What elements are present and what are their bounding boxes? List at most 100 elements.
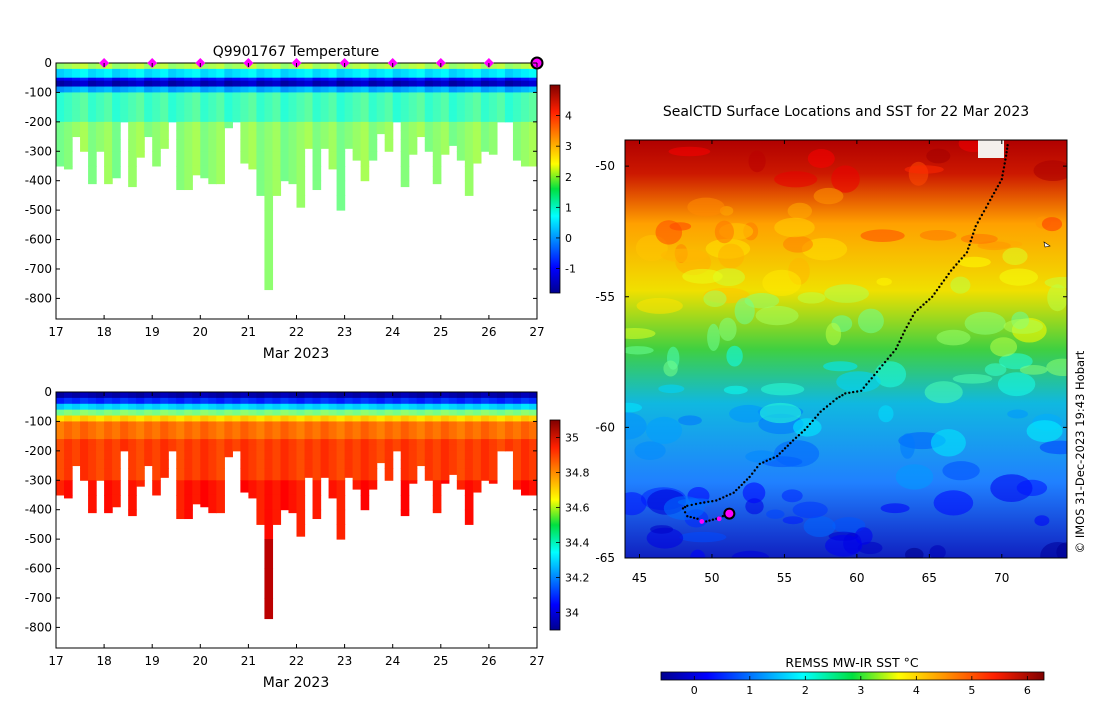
profile-column bbox=[64, 392, 73, 499]
profile-cell bbox=[160, 418, 169, 422]
profile-cell bbox=[224, 115, 233, 123]
profile-cell bbox=[128, 394, 137, 399]
profile-cell bbox=[152, 80, 161, 85]
profile-cell bbox=[368, 421, 378, 428]
profile-cell bbox=[408, 121, 418, 132]
profile-cell bbox=[128, 80, 137, 85]
profile-cell bbox=[168, 433, 177, 440]
profile-cell bbox=[328, 80, 338, 85]
profile-cell bbox=[240, 68, 249, 73]
profile-cell bbox=[336, 450, 346, 461]
profile-cell bbox=[328, 63, 338, 67]
profile-cell bbox=[272, 427, 282, 434]
profile-cell bbox=[480, 415, 490, 419]
profile-cell bbox=[504, 400, 514, 405]
profile-cell bbox=[400, 151, 410, 167]
profile-cell bbox=[120, 63, 129, 67]
track-point bbox=[852, 390, 855, 394]
track-point bbox=[957, 260, 961, 263]
profile-cell bbox=[200, 86, 209, 90]
profile-column bbox=[400, 392, 410, 517]
profile-cell bbox=[440, 439, 450, 446]
profile-cell bbox=[160, 115, 169, 123]
track-point bbox=[916, 308, 919, 311]
track-point bbox=[896, 344, 899, 347]
profile-cell bbox=[392, 71, 402, 76]
profile-cell bbox=[496, 83, 506, 88]
profile-cell bbox=[256, 406, 266, 411]
track-point bbox=[745, 478, 749, 481]
profile-cell bbox=[416, 418, 426, 422]
profile-cell bbox=[368, 418, 378, 422]
profile-cell bbox=[512, 74, 522, 79]
profile-cell bbox=[128, 92, 137, 99]
profile-cell bbox=[464, 468, 474, 481]
profile-cell bbox=[408, 130, 418, 141]
profile-column bbox=[432, 392, 442, 514]
profile-cell bbox=[504, 89, 514, 93]
profile-cell bbox=[392, 77, 402, 82]
profile-column bbox=[88, 392, 97, 514]
track-point bbox=[894, 347, 898, 351]
profile-column bbox=[264, 63, 274, 291]
profile-cell bbox=[200, 403, 209, 408]
profile-column bbox=[368, 63, 378, 161]
profile-cell bbox=[320, 89, 330, 93]
profile-cell bbox=[152, 63, 161, 67]
sst-patch bbox=[813, 187, 844, 205]
profile-cell bbox=[512, 392, 522, 396]
track-point bbox=[794, 436, 798, 439]
profile-cell bbox=[264, 115, 274, 123]
profile-cell bbox=[480, 104, 490, 111]
profile-cell bbox=[104, 412, 113, 417]
sst-patch bbox=[797, 292, 826, 304]
profile-cell bbox=[408, 80, 418, 85]
track-point bbox=[970, 236, 974, 239]
profile-cell bbox=[400, 63, 410, 67]
profile-cell bbox=[408, 92, 418, 99]
profile-cell bbox=[104, 121, 113, 132]
profile-cell bbox=[240, 439, 249, 446]
sst-patch bbox=[782, 516, 804, 525]
profile-cell bbox=[224, 110, 233, 117]
profile-cell bbox=[312, 63, 322, 67]
profile-cell bbox=[440, 392, 450, 396]
profile-cell bbox=[472, 65, 482, 70]
profile-cell bbox=[264, 165, 274, 182]
x-tick-label: 27 bbox=[529, 325, 544, 339]
profile-cell bbox=[224, 403, 233, 408]
track-point bbox=[865, 383, 868, 386]
profile-cell bbox=[144, 80, 153, 85]
profile-cell bbox=[112, 86, 121, 90]
profile-cell bbox=[128, 494, 137, 511]
profile-cell bbox=[504, 397, 514, 402]
profile-cell bbox=[240, 415, 249, 419]
profile-cell bbox=[64, 92, 73, 99]
profile-cell bbox=[136, 444, 145, 452]
profile-cell bbox=[432, 110, 442, 117]
sst-patch bbox=[774, 217, 815, 238]
profile-cell bbox=[464, 403, 474, 408]
profile-cell bbox=[512, 121, 522, 132]
profile-cell bbox=[296, 151, 306, 167]
profile-cell bbox=[288, 421, 298, 428]
profile-column bbox=[272, 392, 282, 525]
profile-cell bbox=[336, 165, 346, 182]
profile-cell bbox=[376, 400, 386, 405]
profile-cell bbox=[192, 86, 201, 90]
profile-cell bbox=[360, 439, 370, 446]
profile-cell bbox=[320, 65, 330, 70]
profile-cell bbox=[424, 115, 434, 123]
track-point bbox=[947, 272, 950, 276]
track-point bbox=[769, 458, 772, 461]
track-point bbox=[772, 456, 775, 459]
profile-cell bbox=[72, 406, 81, 411]
profile-cell bbox=[344, 110, 354, 117]
profile-column bbox=[208, 63, 217, 185]
track-point bbox=[797, 434, 801, 437]
profile-cell bbox=[368, 400, 378, 405]
profile-cell bbox=[344, 409, 354, 414]
profile-cell bbox=[336, 392, 346, 396]
profile-cell bbox=[64, 115, 73, 123]
profile-cell bbox=[376, 459, 386, 464]
